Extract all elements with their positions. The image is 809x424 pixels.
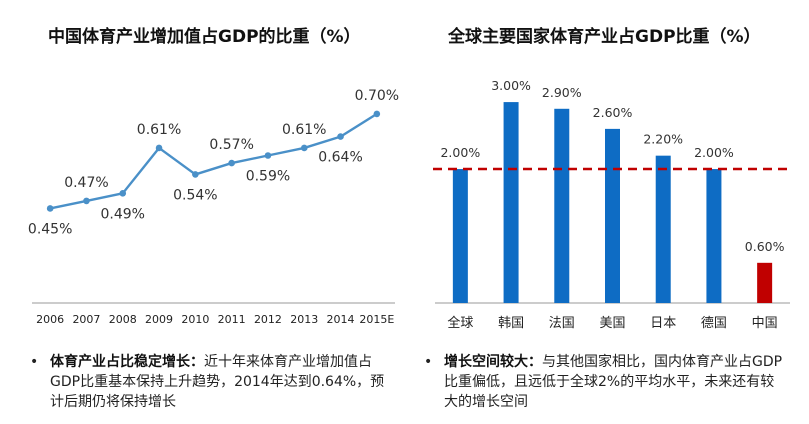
right-bar <box>706 169 722 303</box>
right-data-label: 2.90% <box>542 85 582 100</box>
right-bullet-note: • 增长空间较大：与其他国家相比，国内体育产业占GDP比重偏低，且远低于全球2%… <box>424 352 784 412</box>
right-data-label: 2.60% <box>593 105 633 120</box>
left-data-label: 0.61% <box>282 122 326 138</box>
left-data-point <box>192 171 199 178</box>
right-x-tick-label: 德国 <box>701 316 727 331</box>
left-data-point <box>228 159 235 167</box>
right-data-label: 2.00% <box>694 145 734 160</box>
right-bullet-text: 增长空间较大：与其他国家相比，国内体育产业占GDP比重偏低，且远低于全球2%的平… <box>444 352 784 412</box>
bullet-marker: • <box>30 354 39 370</box>
left-data-point <box>119 190 127 197</box>
left-data-point <box>155 144 163 152</box>
left-data-label: 0.64% <box>318 150 362 166</box>
right-bar <box>503 102 519 303</box>
right-x-tick-label: 法国 <box>549 316 575 331</box>
right-bar <box>655 155 671 303</box>
left-x-tick-label: 2009 <box>145 313 173 326</box>
left-data-point <box>46 205 54 212</box>
left-data-point <box>300 144 308 152</box>
left-x-tick-label: 2014 <box>327 313 355 326</box>
right-bullet-heading: 增长空间较大： <box>444 354 542 370</box>
left-data-label: 0.49% <box>101 206 145 222</box>
left-bullet-body: 近十年来体育产业增加值占GDP比重基本保持上升趋势，2014年达到0.64%，预… <box>50 354 385 410</box>
left-x-tick-label: 2011 <box>218 313 246 326</box>
left-x-tick-label: 2012 <box>254 313 282 326</box>
right-data-label: 3.00% <box>491 78 531 93</box>
right-bar <box>554 108 570 304</box>
left-data-label: 0.45% <box>28 221 72 237</box>
right-bar <box>452 169 468 303</box>
left-data-point <box>264 152 272 159</box>
left-x-tick-label: 2006 <box>36 313 64 326</box>
right-bar <box>605 128 620 303</box>
right-data-label: 0.60% <box>745 239 785 254</box>
right-data-label: 2.00% <box>440 145 480 160</box>
right-x-tick-label: 美国 <box>599 316 625 331</box>
right-x-tick-label: 中国 <box>752 316 778 331</box>
left-data-label: 0.57% <box>209 137 253 153</box>
left-x-tick-label: 2007 <box>72 313 100 326</box>
left-x-tick-label: 2013 <box>290 313 318 326</box>
left-bullet-note: • 体育产业占比稳定增长：近十年来体育产业增加值占GDP比重基本保持上升趋势，2… <box>30 352 398 412</box>
right-x-tick-label: 韩国 <box>498 316 524 331</box>
right-bullet-body: 与其他国家相比，国内体育产业占GDP比重偏低，且远低于全球2%的平均水平，未来还… <box>444 354 783 410</box>
left-data-point <box>373 110 381 118</box>
left-series-line <box>49 112 378 210</box>
left-chart-title: 中国体育产业增加值占GDP的比重（%） <box>48 27 361 47</box>
left-x-tick-label: 2010 <box>181 313 209 326</box>
left-bullet-text: 体育产业占比稳定增长：近十年来体育产业增加值占GDP比重基本保持上升趋势，201… <box>50 352 398 412</box>
left-data-label: 0.61% <box>137 122 181 138</box>
right-chart-title: 全球主要国家体育产业占GDP比重（%） <box>448 27 761 47</box>
right-bar <box>757 262 773 303</box>
left-x-tick-label: 2015E <box>359 313 394 326</box>
left-bullet-heading: 体育产业占比稳定增长： <box>50 354 204 370</box>
left-data-label: 0.59% <box>246 169 290 185</box>
left-data-label: 0.70% <box>355 88 399 104</box>
right-x-tick-label: 日本 <box>650 316 676 331</box>
right-data-label: 2.20% <box>643 132 683 147</box>
left-data-point <box>337 133 344 140</box>
left-x-tick-label: 2008 <box>109 313 137 326</box>
left-data-point <box>83 197 90 205</box>
bullet-marker: • <box>424 354 433 370</box>
left-data-label: 0.47% <box>64 175 108 191</box>
right-x-tick-label: 全球 <box>447 315 473 331</box>
left-data-label: 0.54% <box>173 187 217 203</box>
